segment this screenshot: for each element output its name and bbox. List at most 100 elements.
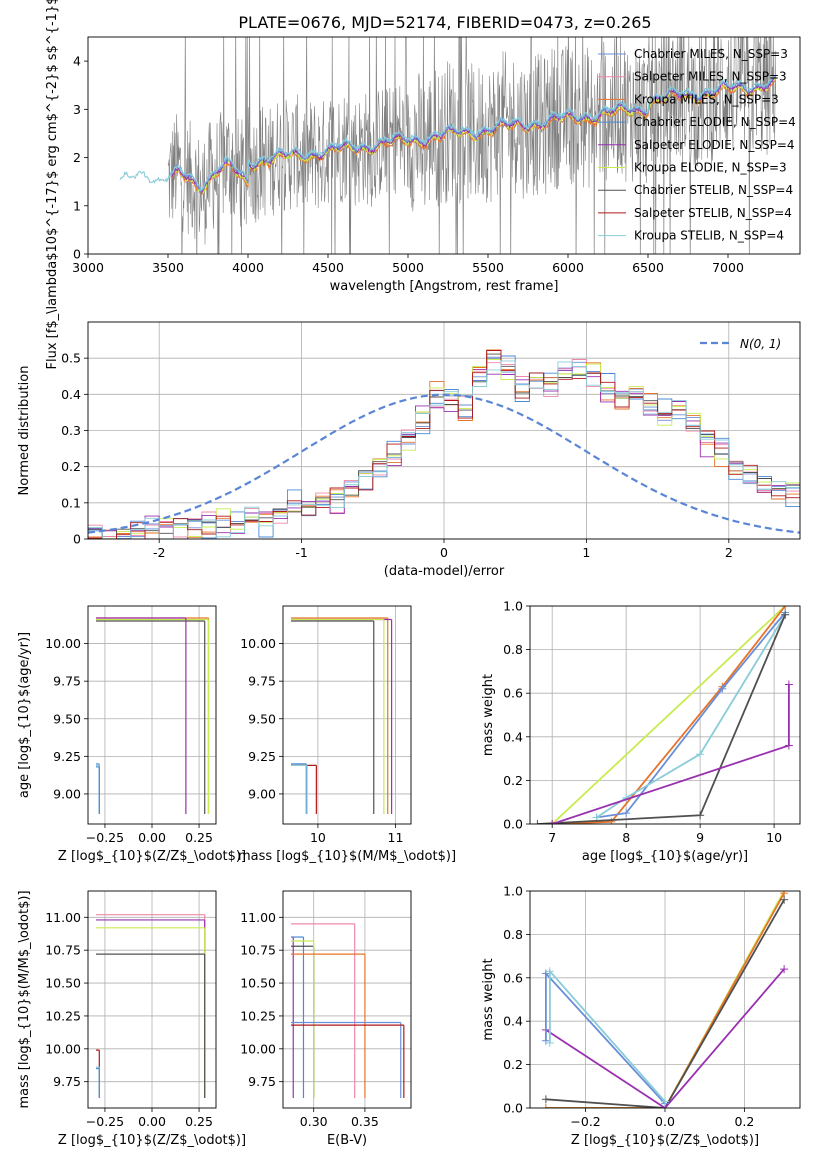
x-axis-label: E(B-V)	[327, 1133, 367, 1148]
axes-frame	[87, 321, 801, 540]
weight-line	[545, 892, 785, 1108]
x-tick-label: 0.25	[185, 1114, 213, 1129]
axes-frame	[87, 605, 217, 825]
axes-frame	[529, 890, 801, 1109]
x-tick-label: 6500	[632, 260, 664, 275]
legend: Chabrier MILES, N_SSP=3 Salpeter MILES, N…	[598, 47, 796, 243]
x-tick-label: -2	[153, 545, 165, 560]
y-tick-label: 11.00	[45, 910, 81, 925]
legend-label: Chabrier STELIB, N_SSP=4	[634, 183, 793, 197]
y-tick-label: 0.2	[503, 773, 523, 788]
x-axis-label: Z [log$_{10}$(Z/Z$_\odot$)]	[58, 1133, 246, 1148]
y-tick-label: 0.1	[61, 495, 81, 510]
x-axis-label: (data-model)/error	[384, 564, 505, 579]
y-tick-label: 0.2	[503, 1057, 523, 1072]
y-tick-label: 10.75	[240, 943, 276, 958]
y-axis-label: mass weight	[481, 674, 496, 756]
y-tick-label: 11.00	[240, 910, 276, 925]
legend-label: Kroupa STELIB, N_SSP=4	[634, 229, 784, 243]
x-tick-label: 3000	[72, 260, 104, 275]
plot-area	[119, 37, 777, 254]
plot-area	[530, 606, 800, 824]
y-tick-label: 0	[73, 532, 81, 547]
residual-histogram	[88, 360, 800, 539]
x-tick-label: 5000	[392, 260, 424, 275]
x-tick-label: 7	[548, 830, 556, 845]
y-axis-label: Flux [f$_\lambda$10$^{-17}$ erg cm$^{-2}…	[45, 0, 60, 369]
y-tick-label: 9.75	[248, 674, 276, 689]
y-tick-label: 10.25	[45, 1008, 81, 1023]
residual-histogram	[88, 355, 800, 539]
x-tick-label: 3500	[152, 260, 184, 275]
x-tick-label: 0.30	[300, 1114, 328, 1129]
y-tick-label: 9.75	[53, 1074, 81, 1089]
legend-label: Salpeter STELIB, N_SSP=4	[634, 206, 792, 220]
axes-frame	[87, 36, 801, 255]
y-tick-label: 10.50	[45, 976, 81, 991]
axes-frame	[282, 605, 412, 825]
axes-frame	[282, 890, 412, 1109]
weight-line	[537, 614, 787, 824]
x-tick-label: 0.0	[655, 1114, 675, 1129]
y-tick-label: 0.0	[503, 817, 523, 832]
y-tick-label: 0.2	[61, 459, 81, 474]
legend-label: Chabrier ELODIE, N_SSP=4	[634, 115, 796, 129]
y-tick-label: 1	[73, 198, 81, 213]
y-tick-label: 9.00	[248, 786, 276, 801]
x-tick-label: 8	[622, 830, 630, 845]
weight-line	[552, 606, 786, 824]
y-tick-label: 9.75	[53, 674, 81, 689]
plot-area	[283, 891, 411, 1108]
y-tick-label: 10.00	[45, 636, 81, 651]
weight-line	[545, 968, 785, 1108]
x-axis-label: age [log$_{10}$(age/yr)]	[582, 849, 748, 864]
legend-label: Chabrier MILES, N_SSP=3	[634, 47, 788, 61]
x-tick-label: 0.2	[734, 1114, 754, 1129]
y-tick-label: 10.00	[45, 1041, 81, 1056]
x-tick-label: -1	[295, 545, 307, 560]
y-tick-label: 0.0	[503, 1101, 523, 1116]
weight-line	[551, 684, 790, 824]
weight-line	[596, 614, 786, 819]
model-line	[171, 78, 776, 195]
x-tick-label: −0.25	[86, 830, 124, 845]
plot-area	[88, 606, 216, 824]
y-tick-label: 0.4	[61, 387, 81, 402]
plot-area	[283, 606, 411, 824]
weight-line	[596, 611, 786, 819]
x-tick-label: 2	[725, 545, 733, 560]
residual-histogram	[88, 353, 800, 539]
y-axis-label: age [log$_{10}$(age/yr)]	[17, 632, 32, 798]
plot-age-mass: 10 11 9.00 9.25 9.50 9.75 10.00 mass [log$_{10}…	[238, 605, 456, 864]
y-tick-label: 0.8	[503, 927, 523, 942]
x-tick-label: 0.35	[351, 1114, 379, 1129]
weight-line	[545, 899, 785, 1108]
weight-line	[551, 606, 786, 824]
x-axis-label: Z [log$_{10}$(Z/Z$_\odot$)]	[571, 1133, 759, 1148]
y-tick-label: 0	[73, 247, 81, 262]
plots-layer: 3000 3500 4000 4500 5000 5500 6000 6500 7000 0 1 2 3…	[17, 0, 801, 1148]
x-tick-label: 5500	[472, 260, 504, 275]
x-tick-label: 0.00	[138, 830, 166, 845]
y-tick-label: 0.6	[503, 970, 523, 985]
y-tick-label: 3	[73, 102, 81, 117]
axes-frame	[529, 605, 801, 825]
plot-mass-Z: −0.25 0.00 0.25 9.75 10.00 10.25 10.50 10.75 11.…	[17, 890, 246, 1148]
model-line	[171, 75, 777, 194]
residual-histogram	[88, 356, 800, 539]
x-tick-label: 4500	[312, 260, 344, 275]
weight-line	[545, 971, 666, 1105]
x-axis-label: mass [log$_{10}$(M/M$_\odot$)]	[238, 849, 456, 864]
residual-histogram	[88, 359, 800, 539]
y-tick-label: 1.0	[503, 884, 523, 899]
plot-residuals: -2 -1 0 1 2 0 0.1 0.2 0.3 0.4 0.5 (data-model)/erro…	[17, 321, 801, 579]
plot-weight-Z: −0.2 0.0 0.2 0.0 0.2 0.4 0.6 0.8 1.0 Z [log$_{10}…	[481, 884, 801, 1148]
plot-area	[530, 891, 800, 1108]
y-axis-label: Normed distribution	[17, 366, 32, 496]
x-axis-label: wavelength [Angstrom, rest frame]	[330, 279, 559, 294]
gaussian-curve	[88, 393, 800, 534]
model-line	[119, 74, 777, 191]
y-tick-label: 0.6	[503, 686, 523, 701]
plot-age-Z: −0.25 0.00 0.25 9.00 9.25 9.50 9.75 10.00 Z [log…	[17, 605, 246, 864]
